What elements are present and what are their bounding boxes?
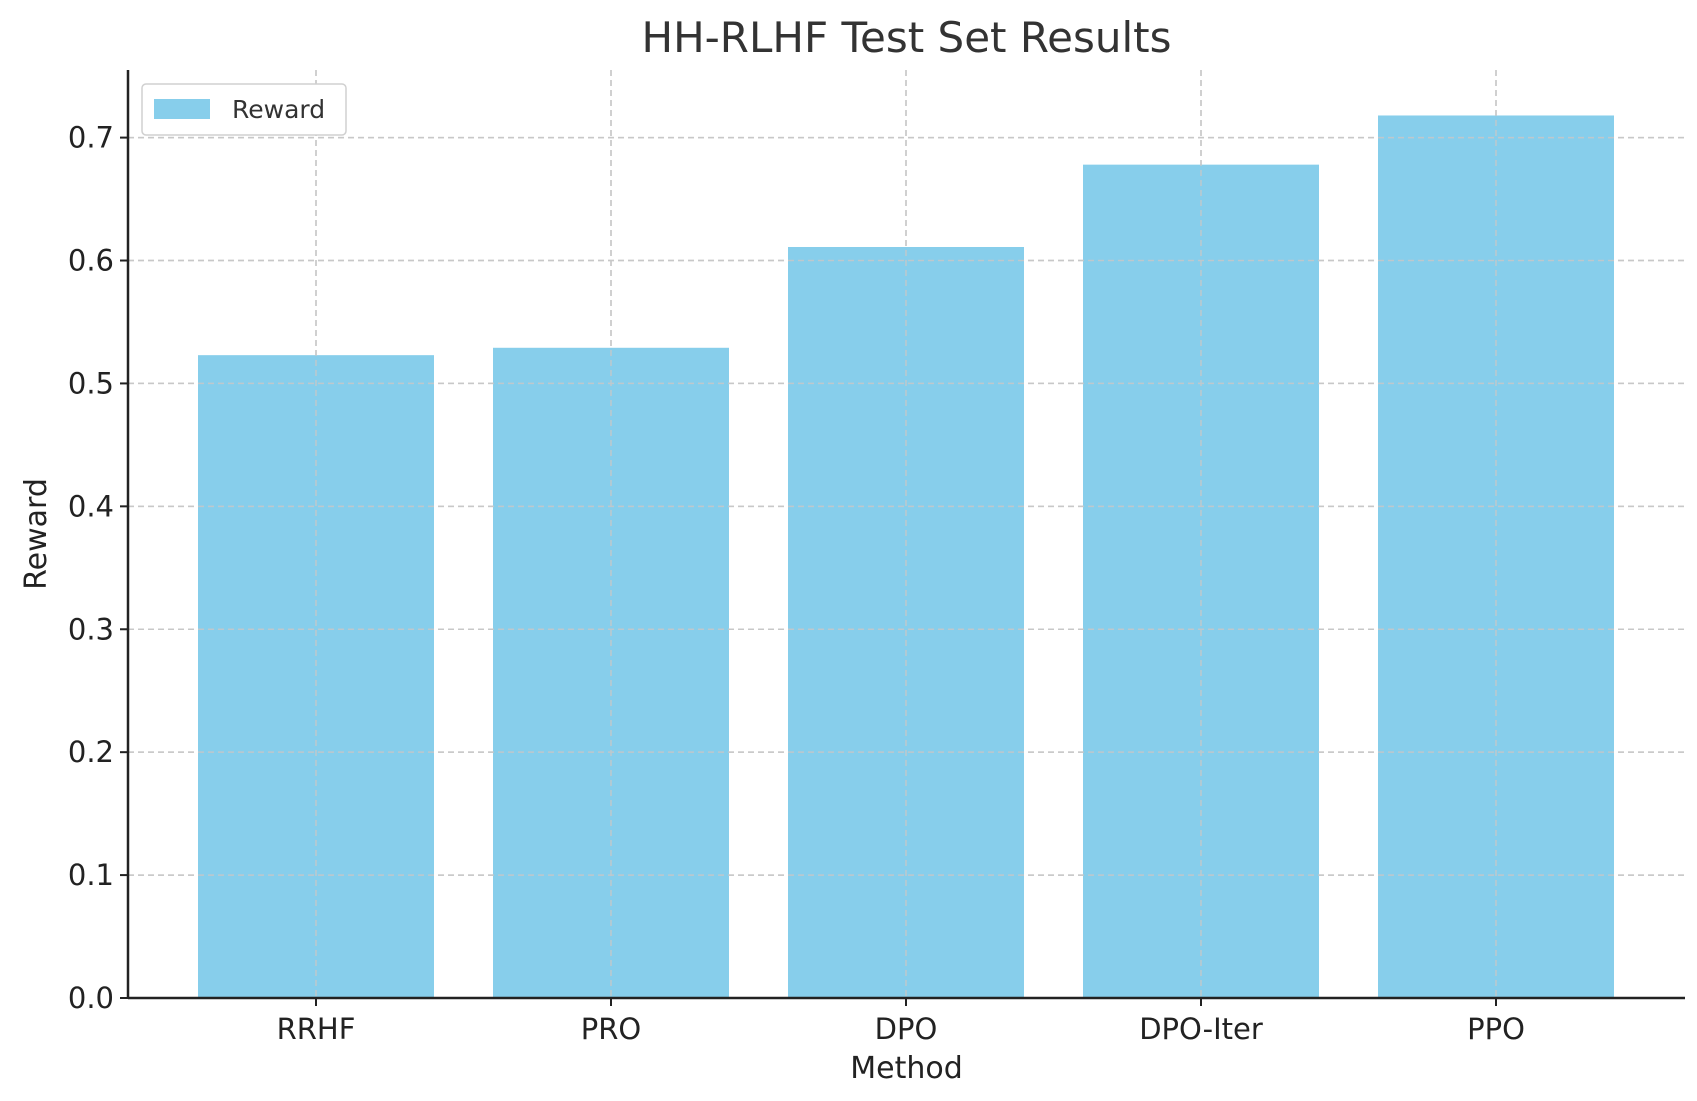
chart-title: HH-RLHF Test Set Results bbox=[641, 13, 1171, 62]
y-axis-label: Reward bbox=[19, 478, 54, 590]
x-tick-label: PRO bbox=[581, 1012, 641, 1046]
x-tick-label: DPO bbox=[875, 1012, 938, 1046]
x-tick-label: PPO bbox=[1467, 1012, 1525, 1046]
legend-label: Reward bbox=[232, 95, 325, 124]
x-axis-label: Method bbox=[850, 1051, 963, 1086]
legend: Reward bbox=[141, 83, 347, 136]
legend-box bbox=[141, 83, 347, 136]
y-tick-label: 0.7 bbox=[68, 121, 114, 155]
x-tick-label: DPO-Iter bbox=[1139, 1012, 1263, 1046]
legend-swatch bbox=[154, 99, 210, 119]
y-tick-label: 0.3 bbox=[68, 612, 114, 646]
grid-overlay bbox=[128, 70, 1685, 998]
y-tick-label: 0.6 bbox=[68, 244, 114, 278]
y-tick-label: 0.2 bbox=[68, 735, 114, 769]
y-tick-label: 0.0 bbox=[68, 981, 114, 1015]
y-ticks: 0.0 0.1 0.2 0.3 0.4 0.5 0.6 0.7 bbox=[68, 121, 128, 1015]
y-tick-label: 0.5 bbox=[68, 366, 114, 400]
y-tick-label: 0.4 bbox=[68, 489, 114, 523]
x-ticks: RRHF PRO DPO DPO-Iter PPO bbox=[277, 998, 1525, 1046]
y-tick-label: 0.1 bbox=[68, 858, 114, 892]
x-tick-label: RRHF bbox=[277, 1012, 356, 1046]
